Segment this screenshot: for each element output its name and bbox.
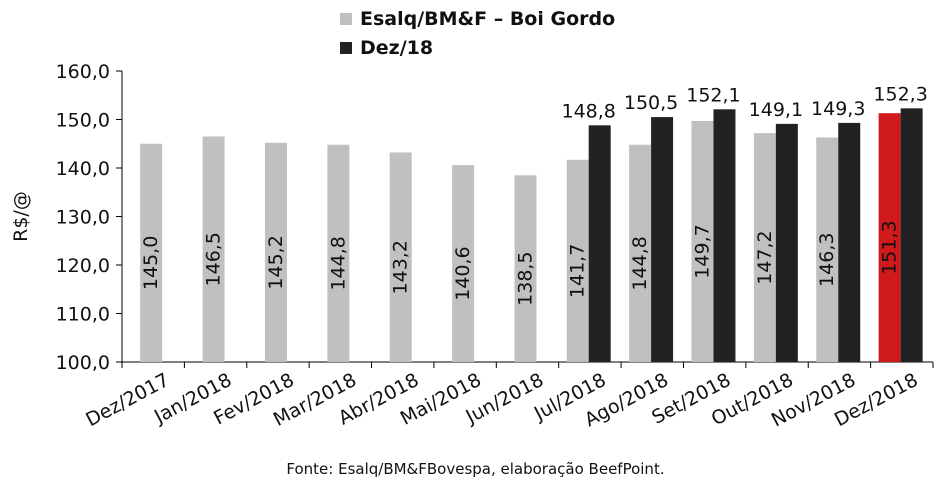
y-tick-label: 110,0 [56, 304, 110, 326]
bar-dez18-ago-2018 [651, 117, 674, 362]
bar-dez18-dez-2018 [900, 108, 923, 362]
legend-label-dez18: Dez/18 [360, 36, 434, 59]
data-label-esalq: 149,7 [691, 224, 713, 278]
bar-dez18-out-2018 [775, 123, 798, 363]
bar-esalq-dez-2017 [140, 143, 163, 362]
y-tick-label: 150,0 [56, 110, 110, 132]
data-label-dez18: 152,1 [686, 84, 740, 106]
bar-esalq-abr-2018 [389, 152, 412, 362]
bar-dez18-nov-2018 [838, 122, 861, 363]
bar-esalq-mai-2018 [452, 165, 475, 362]
bar-esalq-ago-2018 [629, 144, 652, 362]
bar-esalq-jul-2018 [566, 159, 589, 362]
data-label-esalq: 147,2 [754, 230, 776, 284]
bar-esalq-jun-2018 [514, 175, 537, 362]
bar-esalq-fev-2018 [264, 142, 287, 362]
data-label-esalq: 138,5 [515, 251, 537, 305]
y-tick-label: 160,0 [56, 61, 110, 83]
legend-item-dez18: Dez/18 [340, 33, 615, 62]
bar-chart: 100,0 110,0 120,0 130,0 140,0 150,0 160,0 R$/@ 1… [10, 61, 934, 432]
data-label-esalq: 141,7 [567, 244, 589, 298]
source-note: Fonte: Esalq/BM&FBovespa, elaboração Bee… [286, 460, 665, 478]
data-label-esalq: 145,0 [140, 236, 162, 290]
legend-swatch-esalq [340, 12, 352, 25]
data-label-esalq: 146,5 [203, 232, 225, 286]
legend-item-esalq: Esalq/BM&F – Boi Gordo [340, 4, 615, 33]
data-label-esalq: 143,2 [390, 240, 412, 294]
data-label-esalq: 145,2 [265, 235, 287, 289]
bar-dez18-jul-2018 [588, 125, 611, 362]
bar-esalq-out-2018 [753, 133, 776, 362]
y-tick-label: 130,0 [56, 207, 110, 229]
y-axis-title: R$/@ [10, 191, 32, 242]
data-label-esalq: 151,3 [879, 220, 901, 274]
data-label-dez18: 150,5 [624, 92, 678, 114]
data-label-esalq: 144,8 [629, 236, 651, 290]
data-label-dez18: 148,8 [561, 100, 615, 122]
bar-esalq-nov-2018 [816, 137, 839, 362]
bar-esalq-set-2018 [691, 120, 714, 362]
y-tick-label: 120,0 [56, 255, 110, 277]
bar-esalq-jan-2018 [202, 136, 225, 362]
legend: Esalq/BM&F – Boi Gordo Dez/18 [340, 4, 615, 62]
legend-swatch-dez18 [340, 41, 352, 54]
bar-esalq-dez-2018 [878, 113, 901, 362]
data-label-dez18: 149,1 [749, 99, 803, 121]
data-label-esalq: 140,6 [452, 246, 474, 300]
bar-esalq-mar-2018 [327, 144, 350, 362]
bar-dez18-set-2018 [713, 109, 736, 362]
data-label-esalq: 146,3 [816, 233, 838, 287]
y-tick-label: 100,0 [56, 352, 110, 374]
data-label-dez18: 152,3 [873, 83, 927, 105]
data-label-esalq: 144,8 [327, 236, 349, 290]
y-tick-label: 140,0 [56, 158, 110, 180]
data-label-dez18: 149,3 [811, 98, 865, 120]
legend-label-esalq: Esalq/BM&F – Boi Gordo [360, 7, 616, 30]
